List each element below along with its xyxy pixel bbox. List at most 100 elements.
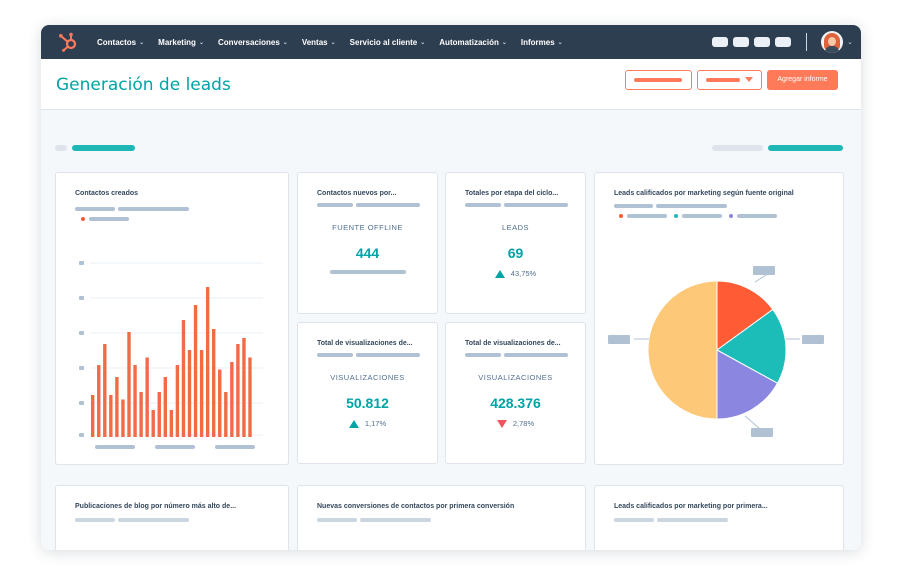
nav-item-servicio[interactable]: Servicio al cliente ⌄ [350, 38, 426, 47]
trend-up-icon [348, 419, 359, 428]
slice-label-placeholder [802, 335, 824, 344]
phone-icon[interactable] [712, 37, 729, 47]
bar [169, 410, 174, 437]
report-card-visualizaciones[interactable]: Total de visualizaciones de... VISUALIZA… [445, 322, 586, 464]
button-label-placeholder [706, 78, 740, 82]
y-tick-placeholder [79, 331, 84, 335]
report-card-leads-fuente[interactable]: Leads calificados por marketing según fu… [594, 172, 844, 465]
y-tick-placeholder [79, 366, 84, 370]
legend-dot [674, 214, 678, 218]
nav-item-contactos[interactable]: Contactos ⌄ [97, 38, 144, 47]
bar [157, 392, 161, 437]
legend-dot [619, 214, 623, 218]
nav-utility-icons: ⌄ [712, 25, 861, 59]
bar [236, 344, 240, 437]
slice-label-placeholder [753, 266, 775, 275]
slice-label-placeholder [751, 428, 773, 437]
report-card-contactos-creados[interactable]: Contactos creados [55, 172, 289, 465]
metric-label: LEADS [501, 223, 530, 232]
add-report-button[interactable]: Agregar informe [767, 70, 838, 90]
card-title: Contactos nuevos por... [317, 190, 397, 197]
filter-tab-active[interactable] [72, 145, 135, 151]
filter-bar-right [712, 145, 843, 151]
nav-item-informes[interactable]: Informes ⌄ [521, 38, 563, 47]
report-card-blog[interactable]: Publicaciones de blog por número más alt… [55, 485, 289, 550]
subtitle-placeholder [317, 518, 357, 522]
chevron-down-icon: ⌄ [198, 39, 204, 46]
filter-placeholder[interactable] [55, 145, 67, 151]
card-title: Nuevas conversiones de contactos por pri… [317, 503, 515, 510]
x-tick-placeholder [95, 445, 135, 449]
bar [103, 344, 107, 437]
nav-item-label: Contactos [97, 37, 137, 47]
metric-change: 2,78% [446, 419, 585, 428]
bar [199, 350, 204, 437]
bar-chart [79, 261, 263, 449]
subtitle-placeholder [614, 204, 653, 208]
trend-up-icon [494, 269, 505, 278]
bar [175, 365, 180, 437]
bar [193, 305, 198, 437]
button-label-placeholder [634, 78, 682, 82]
legend-label-placeholder [89, 217, 129, 221]
settings-icon[interactable] [754, 37, 771, 47]
y-tick-placeholder [79, 401, 84, 405]
report-card-totales-etapa[interactable]: Totales por etapa del ciclo... LEADS 69 … [445, 172, 586, 314]
bar [218, 369, 222, 437]
pie-slice [647, 280, 718, 420]
y-tick-placeholder [79, 433, 84, 437]
legend-label-placeholder [627, 214, 667, 218]
metric-change: 43,75% [446, 269, 585, 278]
bar [109, 395, 113, 437]
report-card-leads-primera[interactable]: Leads calificados por marketing por prim… [594, 485, 844, 550]
subtitle-placeholder [614, 518, 654, 522]
change-value: 1,17% [364, 419, 387, 428]
filter-placeholder[interactable] [712, 145, 763, 151]
card-title: Contactos creados [75, 190, 139, 197]
bar [187, 350, 192, 437]
legend-dot [81, 217, 85, 221]
marketplace-icon[interactable] [733, 37, 750, 47]
subtitle-placeholder [118, 207, 189, 211]
report-card-conversiones[interactable]: Nuevas conversiones de contactos por pri… [297, 485, 586, 550]
nav-item-automatizacion[interactable]: Automatización ⌄ [439, 38, 507, 47]
subtitle-placeholder [465, 353, 501, 357]
nav-item-label: Marketing [158, 37, 196, 47]
leader-line [754, 274, 767, 283]
pie-slice [716, 349, 779, 420]
change-value: 2,78% [512, 419, 535, 428]
card-title: Leads calificados por marketing según fu… [614, 190, 794, 197]
notifications-icon[interactable] [775, 37, 792, 47]
bar [248, 357, 252, 437]
nav-item-label: Ventas [301, 37, 328, 47]
y-tick-placeholder [79, 296, 84, 300]
avatar[interactable] [821, 31, 844, 53]
report-card-contactos-nuevos[interactable]: Contactos nuevos por... FUENTE OFFLINE 4… [297, 172, 438, 314]
card-title: Totales por etapa del ciclo... [465, 190, 559, 197]
top-navigation-bar: Contactos ⌄ Marketing ⌄ Conversaciones ⌄ Ve… [41, 25, 861, 59]
nav-item-label: Conversaciones [217, 37, 280, 47]
metric-value: 428.376 [490, 395, 541, 411]
slice-label-placeholder [608, 335, 630, 344]
subtitle-placeholder [75, 207, 115, 211]
filter-tab-active[interactable] [768, 145, 843, 151]
pie-chart [608, 214, 824, 437]
subtitle-placeholder [504, 353, 568, 357]
hubspot-logo-icon[interactable] [57, 32, 79, 52]
nav-item-ventas[interactable]: Ventas ⌄ [302, 38, 336, 47]
nav-item-conversaciones[interactable]: Conversaciones ⌄ [218, 38, 288, 47]
metric-label: VISUALIZACIONES [478, 373, 553, 382]
chevron-down-icon[interactable]: ⌄ [847, 39, 853, 46]
page-title: Generación de leads [56, 75, 231, 95]
leader-line [744, 415, 760, 429]
bar [181, 320, 186, 437]
date-range-button[interactable] [625, 70, 692, 90]
bar [145, 357, 149, 437]
nav-item-marketing[interactable]: Marketing ⌄ [158, 38, 204, 47]
metric-label: VISUALIZACIONES [330, 373, 405, 382]
metric-change: 1,17% [298, 419, 437, 428]
filter-bar-left [55, 145, 135, 151]
chevron-down-icon: ⌄ [501, 39, 507, 46]
actions-dropdown-button[interactable] [697, 70, 762, 90]
report-card-visualizaciones[interactable]: Total de visualizaciones de... VISUALIZA… [297, 322, 438, 464]
